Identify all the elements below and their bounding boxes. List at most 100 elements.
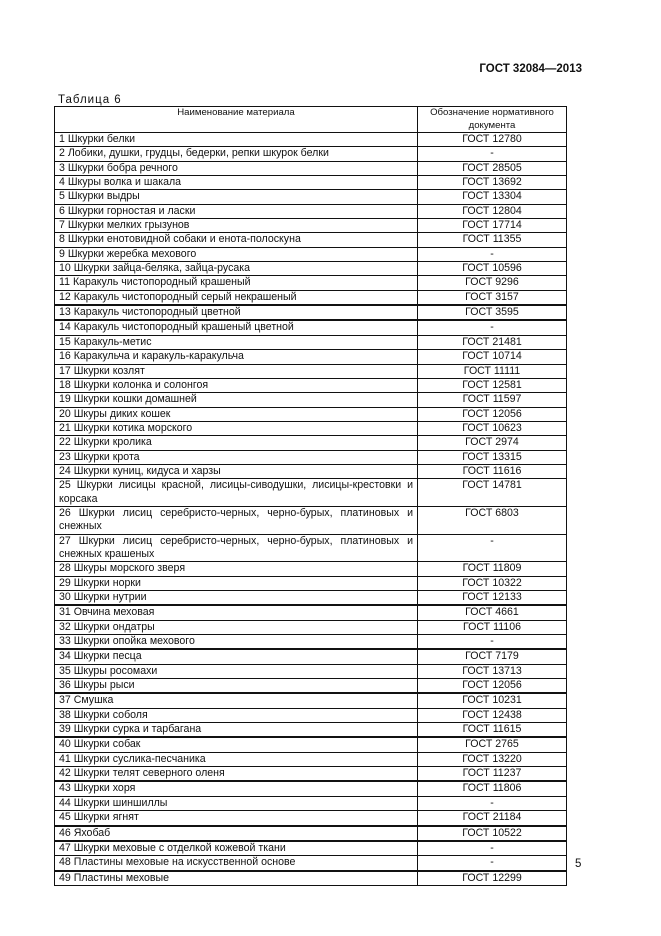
document-cell: ГОСТ 10623 — [417, 420, 567, 437]
material-name-cell: 3 Шкурки бобра речного — [54, 160, 418, 177]
material-name-cell: 4 Шкуры волка и шакала — [54, 175, 418, 191]
document-cell: ГОСТ 4661 — [417, 604, 567, 621]
material-name-cell: 18 Шкурки колонка и солонгоя — [54, 377, 418, 394]
document-cell: - — [417, 855, 567, 872]
table-row: 21 Шкурки котика морского ГОСТ 10623 — [54, 420, 567, 437]
table-row: 23 Шкурки крота ГОСТ 13315 — [54, 449, 567, 465]
column-header-material: Наименование материала — [54, 106, 418, 133]
table-row: 34 Шкурки песца ГОСТ 7179 — [54, 648, 567, 665]
table-row: 33 Шкурки опойка мехового - — [54, 634, 567, 651]
table-row: 45 Шкурки ягнят ГОСТ 21184 — [54, 810, 567, 827]
table-row: 38 Шкурки соболя ГОСТ 12438 — [54, 707, 567, 724]
table-row: 31 Овчина меховая ГОСТ 4661 — [54, 604, 567, 621]
table-header-row: Наименование материала Обозначение норма… — [54, 106, 567, 133]
document-cell: ГОСТ 12581 — [417, 377, 567, 394]
document-cell: ГОСТ 13692 — [417, 175, 567, 191]
table-row: 40 Шкурки собак ГОСТ 2765 — [54, 736, 567, 753]
document-cell: ГОСТ 6803 — [417, 505, 567, 535]
table-row: 13 Каракуль чистопородный цветной ГОСТ 35… — [54, 304, 567, 322]
document-cell: ГОСТ 11806 — [417, 780, 567, 797]
table-row: 18 Шкурки колонка и солонгоя ГОСТ 12581 — [54, 377, 567, 394]
document-cell: ГОСТ 12056 — [417, 406, 567, 422]
table-row: 3 Шкурки бобра речного ГОСТ 28505 — [54, 160, 567, 177]
material-name-cell: 11 Каракуль чистопородный крашеный — [54, 275, 418, 291]
material-name-cell: 21 Шкурки котика морского — [54, 420, 418, 437]
material-name-cell: 48 Пластины меховые на искусственной осн… — [54, 855, 418, 872]
material-name-cell: 9 Шкурки жеребка мехового — [54, 246, 418, 263]
document-cell: ГОСТ 10231 — [417, 692, 567, 709]
table-row: 24 Шкурки куниц, кидуса и харзы ГОСТ 1161… — [54, 463, 567, 480]
material-name-cell: 20 Шкуры диких кошек — [54, 406, 418, 422]
material-name-cell: 32 Шкурки ондатры — [54, 619, 418, 636]
document-cell: ГОСТ 12804 — [417, 203, 567, 220]
document-cell: ГОСТ 10714 — [417, 349, 567, 365]
table-row: 46 Яхобаб ГОСТ 10522 — [54, 824, 567, 842]
document-cell: ГОСТ 2974 — [417, 435, 567, 451]
table-row: 15 Каракуль-метис ГОСТ 21481 — [54, 334, 567, 351]
document-code: ГОСТ 32084—2013 — [479, 63, 582, 75]
material-name-cell: 5 Шкурки выдры — [54, 189, 418, 205]
table-row: 20 Шкуры диких кошек ГОСТ 12056 — [54, 406, 567, 422]
materials-table: Наименование материала Обозначение норма… — [54, 106, 567, 886]
document-cell: ГОСТ 12780 — [417, 131, 567, 148]
material-name-cell: 34 Шкурки песца — [54, 648, 418, 665]
document-cell: ГОСТ 3595 — [417, 304, 567, 322]
material-name-cell: 12 Каракуль чистопородный серый некрашен… — [54, 289, 418, 307]
material-name-cell: 23 Шкурки крота — [54, 449, 418, 465]
document-cell: ГОСТ 13304 — [417, 189, 567, 205]
table-row: 22 Шкурки кролика ГОСТ 2974 — [54, 435, 567, 451]
table-row: 47 Шкурки меховые с отделкой кожевой тка… — [54, 840, 567, 857]
document-cell: ГОСТ 11616 — [417, 463, 567, 480]
table-row: 5 Шкурки выдры ГОСТ 13304 — [54, 189, 567, 205]
document-cell: ГОСТ 12438 — [417, 707, 567, 724]
table-row: 41 Шкурки суслика-песчаника ГОСТ 13220 — [54, 751, 567, 768]
table-row: 7 Шкурки мелких грызунов ГОСТ 17714 — [54, 218, 567, 234]
table-row: 9 Шкурки жеребка мехового - — [54, 246, 567, 263]
document-cell: ГОСТ 13220 — [417, 751, 567, 768]
table-row: 1 Шкурки белки ГОСТ 12780 — [54, 131, 567, 148]
material-name-cell: 41 Шкурки суслика-песчаника — [54, 751, 418, 768]
material-name-cell: 47 Шкурки меховые с отделкой кожевой тка… — [54, 840, 418, 857]
table-row: 43 Шкурки хоря ГОСТ 11806 — [54, 780, 567, 797]
material-name-cell: 39 Шкурки сурка и тарбагана — [54, 722, 418, 739]
document-cell: ГОСТ 9296 — [417, 275, 567, 291]
document-cell: - — [417, 795, 567, 812]
table-row: 29 Шкурки норки ГОСТ 10322 — [54, 575, 567, 592]
document-cell: - — [417, 246, 567, 263]
material-name-cell: 25 Шкурки лисицы красной, лисицы-сиводуш… — [54, 478, 418, 507]
document-cell: - — [417, 146, 567, 162]
material-name-cell: 26 Шкурки лисиц серебристо-черных, черно… — [54, 505, 418, 535]
material-name-cell: 43 Шкурки хоря — [54, 780, 418, 797]
table-row: 35 Шкуры росомахи ГОСТ 13713 — [54, 663, 567, 680]
document-cell: ГОСТ 11355 — [417, 232, 567, 248]
material-name-cell: 42 Шкурки телят северного оленя — [54, 766, 418, 783]
document-cell: ГОСТ 2765 — [417, 736, 567, 753]
material-name-cell: 46 Яхобаб — [54, 824, 418, 842]
material-name-cell: 2 Лобики, душки, грудцы, бедерки, репки … — [54, 146, 418, 162]
material-name-cell: 14 Каракуль чистопородный крашеный цветн… — [54, 319, 418, 336]
table-row: 6 Шкурки горностая и ласки ГОСТ 12804 — [54, 203, 567, 220]
document-cell: ГОСТ 13315 — [417, 449, 567, 465]
document-cell: ГОСТ 11809 — [417, 561, 567, 577]
table-row: 37 Смушка ГОСТ 10231 — [54, 692, 567, 709]
material-name-cell: 33 Шкурки опойка мехового — [54, 634, 418, 651]
document-cell: ГОСТ 11597 — [417, 392, 567, 408]
material-name-cell: 22 Шкурки кролика — [54, 435, 418, 451]
table-row: 17 Шкурки козлят ГОСТ 11111 — [54, 363, 567, 379]
table-row: 12 Каракуль чистопородный серый некрашен… — [54, 289, 567, 307]
material-name-cell: 24 Шкурки куниц, кидуса и харзы — [54, 463, 418, 480]
table-row: 16 Каракульча и каракуль-каракульча ГОСТ … — [54, 349, 567, 365]
document-cell: ГОСТ 11106 — [417, 619, 567, 636]
table-row: 27 Шкурки лисиц серебристо-черных, черно… — [54, 533, 567, 563]
table-row: 2 Лобики, душки, грудцы, бедерки, репки … — [54, 146, 567, 162]
material-name-cell: 44 Шкурки шиншиллы — [54, 795, 418, 812]
table-row: 11 Каракуль чистопородный крашеный ГОСТ 9… — [54, 275, 567, 291]
document-cell: ГОСТ 11237 — [417, 766, 567, 783]
document-cell: - — [417, 319, 567, 336]
table-row: 4 Шкуры волка и шакала ГОСТ 13692 — [54, 175, 567, 191]
table-row: 36 Шкуры рыси ГОСТ 12056 — [54, 678, 567, 695]
document-cell: - — [417, 634, 567, 651]
table-row: 10 Шкурки зайца-беляка, зайца-русака ГОСТ… — [54, 261, 567, 277]
material-name-cell: 19 Шкурки кошки домашней — [54, 392, 418, 408]
material-name-cell: 27 Шкурки лисиц серебристо-черных, черно… — [54, 533, 418, 563]
